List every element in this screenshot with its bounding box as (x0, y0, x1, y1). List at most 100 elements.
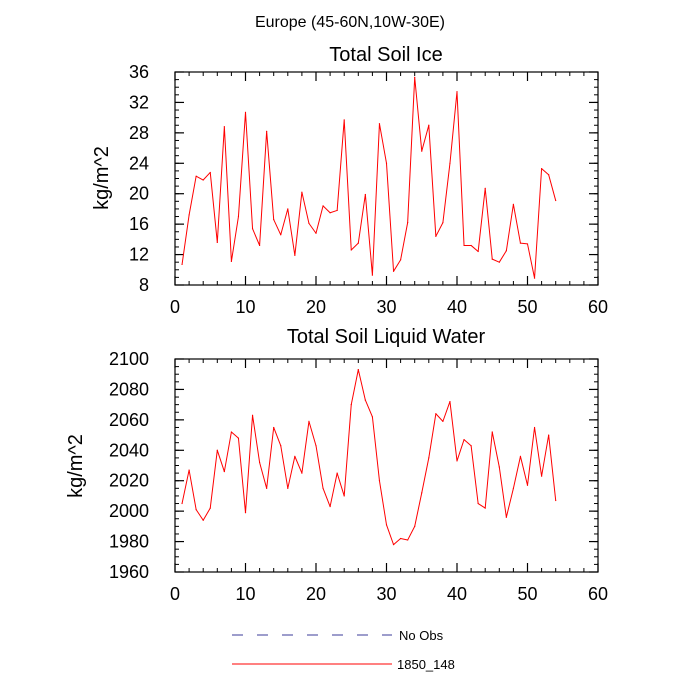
data-point (477, 502, 479, 505)
y-tick-label: 2000 (109, 501, 149, 521)
data-point (400, 259, 402, 261)
data-point (251, 414, 254, 416)
y-tick-label: 24 (129, 153, 149, 173)
data-point (442, 420, 444, 422)
data-point (428, 457, 430, 459)
data-point (237, 437, 240, 439)
data-point (364, 193, 366, 196)
series-line-soil-ice (181, 76, 557, 279)
y-tick-label: 1960 (109, 562, 149, 582)
data-point (336, 472, 338, 474)
data-point (259, 461, 261, 464)
data-point (407, 222, 409, 224)
x-tick-label: 20 (306, 584, 326, 604)
x-tick-label: 40 (447, 297, 467, 317)
data-point (336, 209, 338, 212)
data-point (280, 445, 282, 447)
data-point (364, 399, 366, 401)
data-point (533, 277, 536, 279)
y-tick-label: 28 (129, 123, 149, 143)
data-point (371, 416, 373, 418)
data-point (216, 449, 218, 451)
data-point (519, 242, 522, 244)
data-point (400, 537, 402, 540)
data-point (548, 174, 550, 176)
data-point (350, 404, 352, 406)
data-point (491, 431, 493, 433)
data-point (385, 524, 388, 526)
data-point (329, 505, 331, 508)
panel-title-soil-ice: Total Soil Ice (329, 44, 442, 66)
y-tick-label: 2100 (109, 349, 149, 369)
data-point (195, 509, 197, 511)
x-tick-label: 10 (235, 297, 255, 317)
data-point (414, 76, 416, 78)
data-point (470, 244, 472, 247)
data-point (484, 507, 486, 509)
x-tick-label: 60 (588, 297, 608, 317)
data-point (435, 235, 437, 237)
y-tick-label: 32 (129, 92, 149, 112)
x-tick-label: 0 (170, 584, 180, 604)
x-tick-label: 0 (170, 297, 180, 317)
data-point (512, 487, 515, 489)
y-tick-label: 20 (129, 184, 149, 204)
data-point (392, 270, 395, 272)
data-point (378, 123, 381, 125)
data-point (230, 431, 232, 433)
y-tick-label: 2020 (109, 471, 149, 491)
data-point (526, 243, 529, 245)
data-point (266, 487, 268, 489)
data-point (378, 480, 381, 482)
data-point (209, 171, 211, 174)
data-point (343, 119, 345, 121)
data-point (350, 249, 352, 251)
data-point (322, 487, 324, 489)
data-point (244, 111, 247, 113)
data-point (301, 472, 303, 474)
y-tick-label: 1980 (109, 532, 149, 552)
data-point (470, 445, 472, 447)
data-point (195, 175, 197, 177)
y-tick-label: 2080 (109, 379, 149, 399)
data-point (202, 519, 204, 521)
data-point (259, 244, 261, 247)
data-point (498, 466, 500, 468)
data-point (287, 487, 289, 489)
x-tick-label: 10 (235, 584, 255, 604)
data-point (435, 413, 437, 415)
data-point (392, 544, 395, 546)
data-point (456, 91, 458, 93)
data-point (519, 455, 522, 457)
data-point (237, 215, 240, 218)
marks-soil-liquid-water: 0 10 20 30 40 50 60 1960 1980 2000 2020 2040 2060 208… (109, 349, 608, 604)
data-point (463, 439, 465, 441)
data-point (463, 244, 465, 247)
data-point (555, 199, 557, 202)
data-point (343, 495, 345, 497)
series-line-soil-liquid-water (181, 369, 557, 546)
data-point (287, 208, 289, 210)
legend-label-no-obs: No Obs (399, 628, 444, 643)
panel-soil-ice: Total Soil Ice kg/m^2 0 10 20 30 40 50 60 8 12 16… (91, 44, 608, 317)
data-point (385, 162, 388, 164)
y-tick-label: 8 (139, 275, 149, 295)
data-point (407, 539, 409, 541)
data-point (442, 222, 444, 224)
x-tick-label: 50 (517, 297, 537, 317)
data-point (526, 484, 529, 486)
data-point (505, 516, 507, 518)
data-point (477, 250, 479, 253)
data-point (294, 254, 296, 256)
data-point (188, 469, 190, 471)
data-point (484, 187, 486, 189)
data-point (308, 222, 310, 224)
data-point (541, 168, 543, 170)
data-point (498, 261, 500, 263)
data-point (505, 250, 507, 252)
data-point (491, 258, 493, 260)
data-point (181, 263, 183, 266)
data-point (533, 426, 536, 429)
